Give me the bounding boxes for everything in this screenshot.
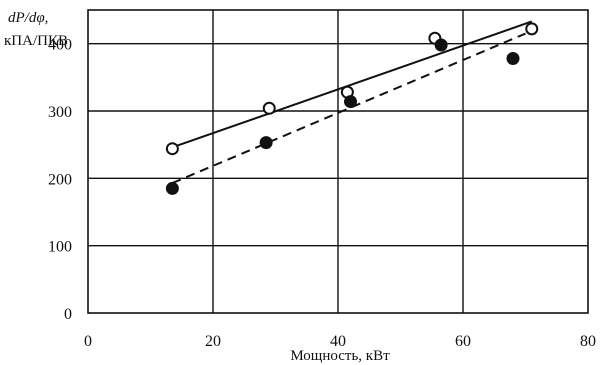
y-axis-title-line2: кПА/ПКВ [4,33,68,49]
y-tick-label-300: 300 [48,104,72,121]
y-tick-label-100: 100 [48,239,72,256]
x-axis-title: Мощность, кВт [290,348,390,364]
y-axis-title-line1: dP/dφ, [8,10,48,26]
x-tick-label-0: 0 [84,333,92,350]
tick-labels: 0 20 40 60 80 0 100 200 300 400 [48,37,596,350]
y-tick-label-0: 0 [64,306,72,323]
x-tick-label-20: 20 [205,333,221,350]
data-point-s2-5 [506,51,520,65]
data-points [165,22,539,195]
data-point-s2-2 [259,136,273,150]
data-point-s1-1 [165,142,179,156]
plot-frame [87,9,589,314]
fit-line-1 [172,20,533,149]
data-point-s1-5 [525,22,539,36]
x-tick-label-60: 60 [455,333,471,350]
fit-lines [171,20,533,184]
y-tick-label-400: 400 [48,37,72,54]
data-point-s2-3 [344,95,357,109]
data-point-s1-2 [262,101,276,115]
data-point-s2-4 [434,38,448,52]
y-tick-label-200: 200 [48,171,72,188]
data-point-s2-1 [165,181,179,195]
x-tick-label-40: 40 [330,333,346,350]
fit-line-2 [171,32,526,184]
x-tick-label-80: 80 [580,333,596,350]
